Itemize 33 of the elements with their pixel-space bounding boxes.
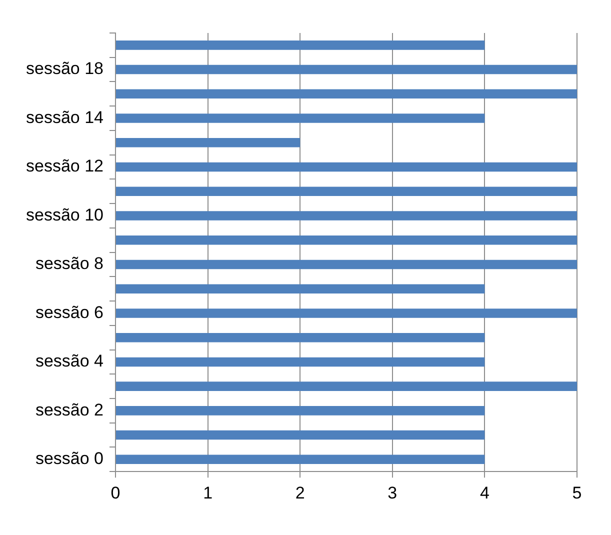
bar [116, 430, 485, 440]
bar [116, 332, 485, 342]
bar [116, 162, 577, 172]
x-tick-label: 0 [110, 483, 120, 502]
bar [116, 406, 485, 416]
x-tick-label: 5 [572, 483, 582, 502]
bar [116, 308, 577, 318]
y-tick-label: sessão 8 [35, 254, 104, 274]
x-tick-label: 4 [480, 483, 490, 502]
bar [116, 114, 485, 123]
bar [116, 284, 485, 294]
bar [116, 382, 577, 391]
bar [116, 357, 485, 367]
y-tick-label: sessão 14 [26, 108, 104, 127]
y-tick-label: sessão 10 [26, 205, 104, 224]
bar [116, 89, 577, 99]
y-tick-label: sessão 0 [35, 449, 104, 468]
y-tick-label: sessão 4 [35, 352, 104, 371]
bar [116, 260, 577, 270]
bar [116, 186, 577, 196]
bar [116, 454, 485, 464]
bar [116, 211, 577, 220]
bar [116, 235, 577, 245]
bar [116, 40, 485, 50]
bar [116, 64, 577, 74]
y-tick-label: sessão 6 [35, 302, 104, 322]
x-tick-label: 2 [295, 483, 305, 502]
y-tick-label: sessão 18 [26, 59, 104, 78]
x-tick-label: 3 [388, 483, 398, 502]
y-tick-label: sessão 2 [35, 400, 104, 420]
bar [116, 138, 300, 148]
x-tick-label: 1 [203, 483, 213, 502]
y-tick-label: sessão 12 [26, 156, 104, 176]
